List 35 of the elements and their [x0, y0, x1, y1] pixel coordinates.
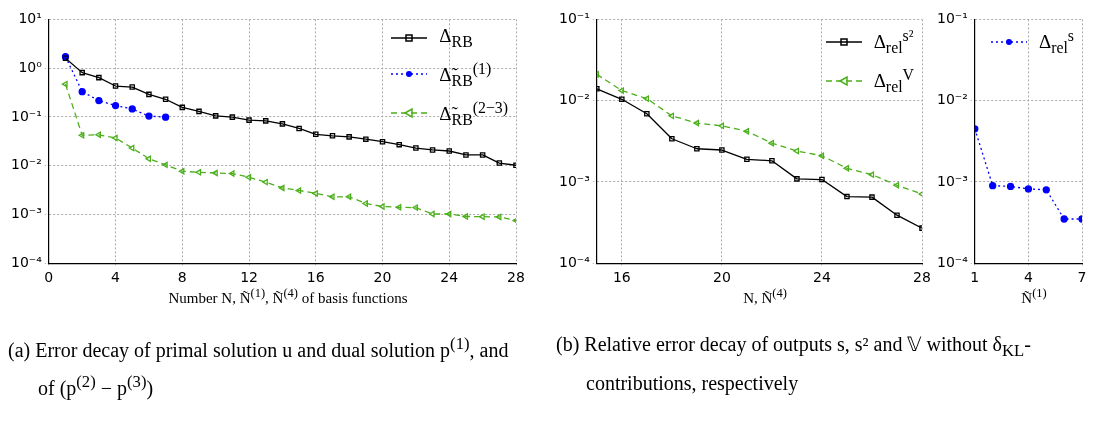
legend-label: Δ$_{RB}$ [439, 24, 473, 52]
x-tick-label: 1 [970, 269, 980, 286]
x-tick-label: 4 [111, 269, 121, 286]
x-tick-label: 16 [612, 269, 631, 286]
y-tick-label: 10⁻⁴ [936, 253, 969, 270]
y-tick-label: 10⁻⁴ [10, 253, 43, 270]
y-tick-label: 10⁻³ [558, 172, 590, 189]
y-tick-label: 10⁻² [10, 156, 42, 173]
y-tick-label: 10⁻¹ [936, 10, 968, 27]
y-tick-label: 10⁻³ [10, 205, 42, 222]
y-tick-label: 10⁻¹ [10, 107, 42, 124]
x-tick-label: 20 [712, 269, 731, 286]
x-tick-label: 8 [177, 269, 187, 286]
y-tick-label: 10⁻² [936, 91, 968, 108]
y-tick-label: 10⁻³ [936, 172, 968, 189]
x-tick-label: 4 [1023, 269, 1033, 286]
x-tick-label: 20 [373, 269, 392, 286]
y-tick-label: 10⁰ [18, 58, 43, 75]
x-tick-label: 24 [813, 269, 831, 286]
x-tick-label: 28 [507, 269, 525, 286]
x-tick-label: 12 [240, 269, 258, 286]
x-tick-label: 16 [306, 269, 325, 286]
text: (a) Error decay of primal solution u and dual solution p$^{(1)}$, and of (p$^{(2)}$ − p$^{(3)}$) [8, 334, 509, 399]
y-tick-label: 10⁻¹ [558, 10, 590, 27]
y-tick-label: 10⁻⁴ [558, 253, 591, 270]
x-tick-label: 24 [440, 269, 459, 286]
x-tick-label: 28 [913, 269, 931, 286]
text: (b) Relative error decay of outputs s, s² and 𝕍 without δ$_{KL}$-contributions, respectively [556, 333, 1031, 394]
x-tick-label: 0 [44, 269, 54, 286]
x-axis-title: N, Ñ$^{(4)}$ [742, 286, 788, 307]
x-axis-title: Number N, Ñ$^{(1)}$, Ñ$^{(4)}$ of basis functions [167, 286, 409, 307]
x-axis-title: Ñ$^{(1)}$ [1020, 286, 1048, 307]
x-tick-label: 7 [1077, 269, 1087, 286]
y-tick-label: 10⁻² [558, 91, 590, 108]
y-tick-label: 10¹ [18, 10, 42, 27]
